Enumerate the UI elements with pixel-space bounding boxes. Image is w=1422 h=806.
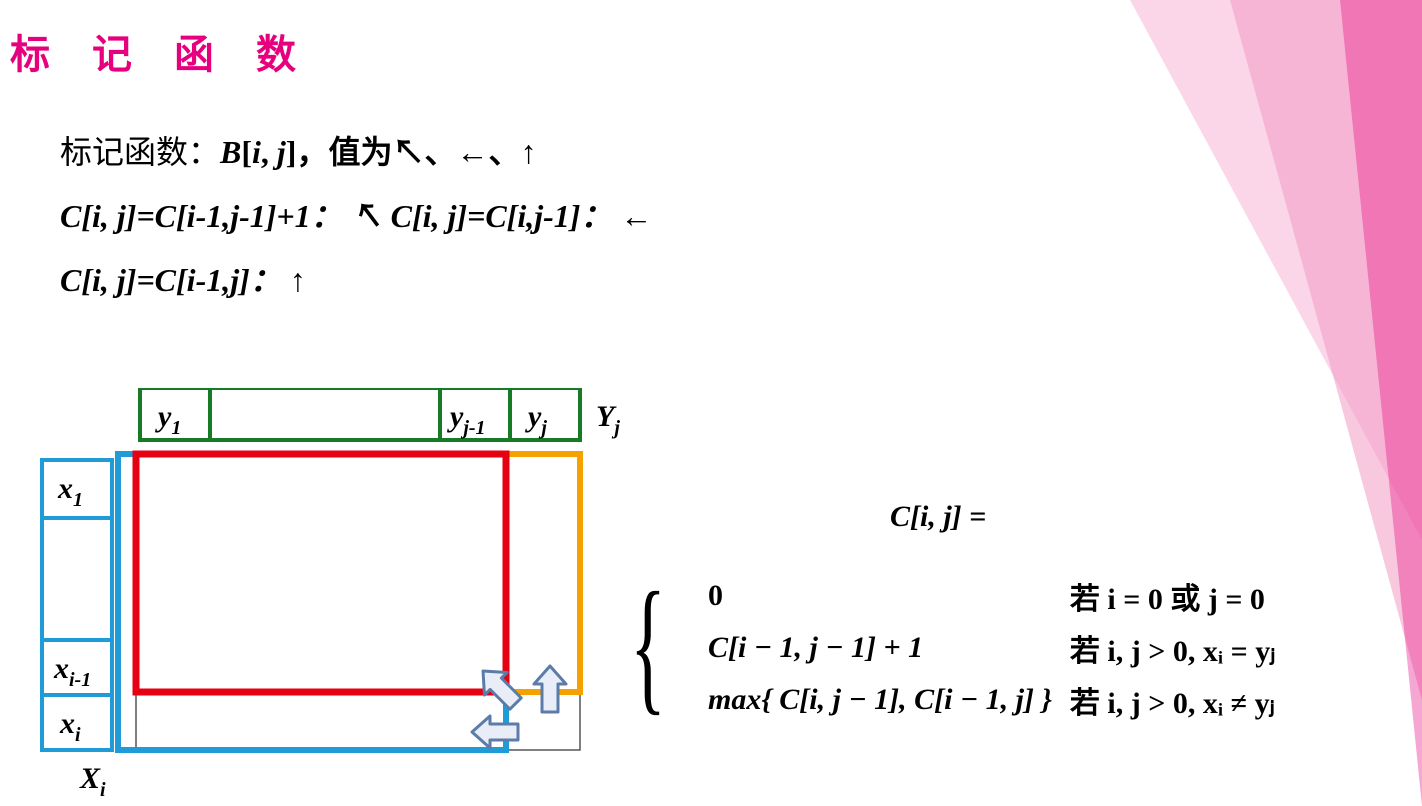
body-text: 标记函数：B[i, j]，值为↖、←、↑ C[i, j]=C[i-1,j-1]+… [60, 120, 652, 312]
label-xi: xi [59, 707, 81, 746]
slide-root: 标 记 函 数 标记函数：B[i, j]，值为↖、←、↑ C[i, j]=C[i… [0, 0, 1422, 806]
t1c: [ [241, 134, 252, 170]
t1g: ]，值为↖、←、↑ [286, 134, 537, 170]
formula-row: C[i − 1, j − 1] + 1 若 i, j > 0, xᵢ = yⱼ [708, 622, 1293, 674]
body-line-3: C[i, j]=C[i-1,j]： ↑ [60, 248, 652, 312]
t1a: 标记函数： [60, 134, 220, 170]
red-box [136, 454, 506, 692]
t1f: j [277, 134, 286, 170]
formula-cases: 0 若 i = 0 或 j = 0 C[i − 1, j − 1] + 1 若 … [708, 570, 1293, 726]
arrow-diag-icon [472, 660, 527, 715]
slide-title: 标 记 函 数 [10, 22, 312, 80]
label-x1: x1 [57, 472, 83, 511]
label-y1: y1 [155, 400, 181, 439]
formula-cond-1: 若 i, j > 0, xᵢ = yⱼ [1070, 622, 1294, 674]
label-yjm1: yj-1 [447, 400, 486, 439]
formula-val-1: C[i − 1, j − 1] + 1 [708, 622, 1070, 674]
lcs-diagram: y1 yj-1 yj Yj x1 xi-1 xi [30, 388, 640, 788]
t1d: i [252, 134, 261, 170]
body-line-1: 标记函数：B[i, j]，值为↖、←、↑ [60, 120, 652, 184]
arrow-group [472, 660, 566, 748]
blue-box [118, 454, 506, 750]
formula-cond-2: 若 i, j > 0, xᵢ ≠ yⱼ [1070, 674, 1294, 726]
formula-row: 0 若 i = 0 或 j = 0 [708, 570, 1293, 622]
formula-cond-0: 若 i = 0 或 j = 0 [1070, 570, 1294, 622]
label-xim1: xi-1 [53, 652, 91, 691]
label-Xi: Xi [79, 762, 106, 801]
formula-val-2: max{ C[i, j − 1], C[i − 1, j] } [708, 674, 1070, 726]
label-Yj: Yj [596, 400, 620, 439]
brace-icon: { [630, 570, 666, 726]
formula-head: C[i, j] = [890, 500, 986, 534]
formula-val-0: 0 [708, 570, 1070, 622]
y-header-row [140, 388, 580, 440]
t1b: B [220, 134, 241, 170]
t3: C[i, j]=C[i-1,j]： ↑ [60, 262, 306, 298]
body-line-2: C[i, j]=C[i-1,j-1]+1： ↖ C[i, j]=C[i,j-1]… [60, 184, 652, 248]
t2: C[i, j]=C[i-1,j-1]+1： ↖ C[i, j]=C[i,j-1]… [60, 198, 652, 234]
orange-box [136, 454, 580, 692]
t1e: , [261, 134, 277, 170]
arrow-left-icon [472, 716, 518, 748]
label-yj: yj [525, 400, 547, 439]
formula-row: max{ C[i, j − 1], C[i − 1, j] } 若 i, j >… [708, 674, 1293, 726]
